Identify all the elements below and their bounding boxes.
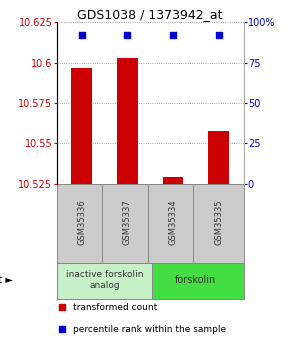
Text: inactive forskolin
analog: inactive forskolin analog <box>66 270 143 290</box>
Point <box>171 32 175 38</box>
Bar <box>193 184 244 263</box>
Bar <box>148 184 198 263</box>
Bar <box>117 58 137 184</box>
Bar <box>208 130 229 184</box>
Bar <box>57 184 107 263</box>
Text: agent ►: agent ► <box>0 275 13 285</box>
Text: transformed count: transformed count <box>73 303 158 312</box>
Text: GSM35335: GSM35335 <box>214 199 223 245</box>
Point <box>79 32 84 38</box>
Text: GSM35337: GSM35337 <box>123 199 132 245</box>
Point <box>125 32 130 38</box>
Bar <box>102 184 152 263</box>
Point <box>199 36 203 41</box>
Point <box>216 32 221 38</box>
Text: forskolin: forskolin <box>175 275 216 285</box>
Bar <box>152 263 244 299</box>
Bar <box>163 177 183 184</box>
Title: GDS1038 / 1373942_at: GDS1038 / 1373942_at <box>77 8 223 21</box>
Bar <box>57 263 152 299</box>
Text: percentile rank within the sample: percentile rank within the sample <box>73 325 226 334</box>
Bar <box>71 68 92 184</box>
Text: GSM35336: GSM35336 <box>77 199 86 245</box>
Text: GSM35334: GSM35334 <box>168 199 177 245</box>
Point <box>199 237 203 242</box>
